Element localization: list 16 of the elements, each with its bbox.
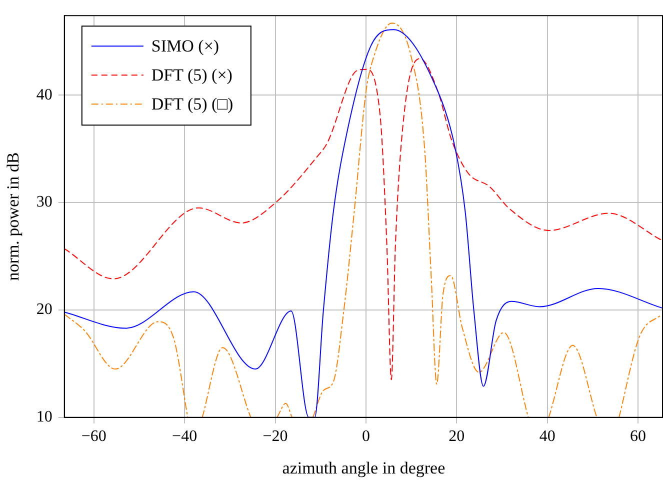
x-axis-title: azimuth angle in degree [282, 458, 446, 478]
x-tick-label: 0 [362, 428, 370, 446]
y-axis-title: norm. power in dB [4, 152, 23, 281]
x-tick-label: −40 [172, 428, 198, 446]
y-tick-label: 30 [36, 194, 52, 211]
legend-label: SIMO (×) [151, 36, 220, 56]
x-tick-label: 40 [539, 428, 556, 446]
x-tick-label: 20 [448, 428, 465, 446]
y-tick-label: 10 [36, 408, 52, 426]
x-tick-label: 60 [630, 428, 646, 446]
x-tick-label: −60 [81, 428, 106, 446]
y-tick-label: 20 [36, 301, 52, 318]
x-tick-label: −20 [262, 428, 288, 446]
legend-label: DFT (5) (×) [151, 66, 232, 85]
legend-label: DFT (5) (□) [151, 94, 234, 114]
y-tick-label: 40 [36, 86, 52, 104]
